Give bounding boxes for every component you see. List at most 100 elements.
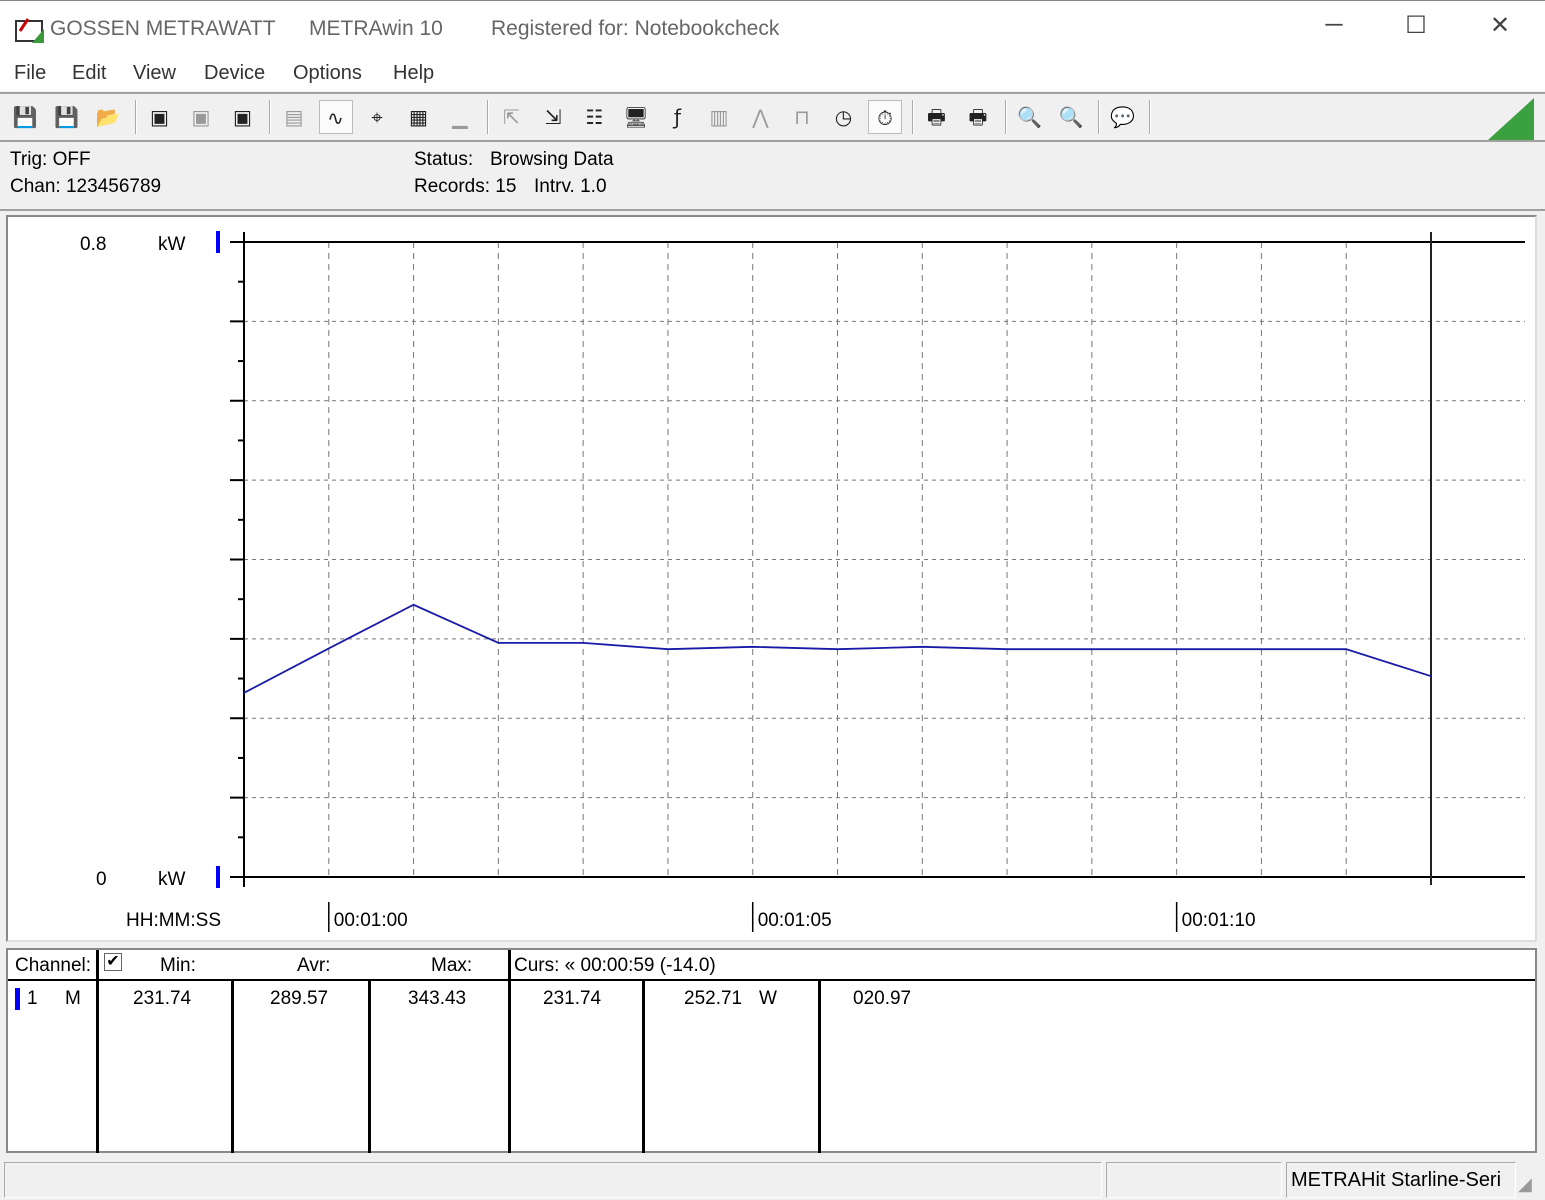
cursor-diff-value: 020.97 (853, 988, 912, 1009)
power-chart[interactable]: 0.8 kW 0 kW HH:MM:SS 00:01:00 00:01:05 00:01:10 (8, 217, 1535, 940)
monitor-button[interactable]: 🖥 (619, 100, 653, 134)
x-tick-label: 00:01:00 (334, 910, 408, 931)
cursor2-value: 252.71 (684, 988, 743, 1009)
monitor-icon: 🖥 (623, 105, 649, 129)
data-point (1006, 648, 1008, 650)
data-point (582, 642, 584, 644)
records-count: Records: 15 (414, 176, 517, 197)
max-value: 343.43 (408, 988, 467, 1009)
signal-indicator-icon (1488, 98, 1534, 140)
histogram-button[interactable]: ▁ (443, 100, 477, 134)
function-button[interactable]: ƒ (661, 100, 695, 134)
chart-panel[interactable]: 0.8 kW 0 kW HH:MM:SS 00:01:00 00:01:05 00:01:10 (6, 215, 1537, 942)
avr-value: 289.57 (270, 988, 329, 1009)
app-title: METRAwin 10 (309, 17, 443, 40)
device-readout-stop-button[interactable]: ▣ (184, 100, 218, 134)
toolbar-separator (1149, 100, 1151, 134)
channel-settings-button[interactable]: ☷ (578, 100, 612, 134)
measurement-table: Channel: ✔ Min: Avr: Max: Curs: « 00:00:… (6, 948, 1537, 1153)
export-button[interactable]: ⇱ (495, 100, 529, 134)
trigger-status: Trig: OFF (10, 149, 91, 170)
data-point (667, 648, 669, 650)
zoom-waveform-icon: 🔍 (1017, 105, 1042, 129)
crosshair-icon: ⌖ (371, 105, 383, 129)
print-chart-icon: 🖶 (927, 105, 946, 129)
minimize-button[interactable]: ─ (1325, 11, 1343, 38)
channel-color-marker (15, 988, 20, 1010)
channel-header: Channel: (15, 955, 92, 976)
print-chart-button[interactable]: 🖶 (920, 100, 954, 134)
menu-options[interactable]: Options (293, 62, 362, 84)
x-tick-label: 00:01:10 (1182, 910, 1256, 931)
trigger-icon: ⋀ (752, 105, 769, 129)
max-header: Max: (431, 955, 473, 976)
print-button[interactable]: 🖶 (961, 100, 995, 134)
data-point (1175, 648, 1178, 650)
cursor-header: Curs: « 00:00:59 (-14.0) (514, 955, 716, 976)
y-unit-label-top: kW (158, 234, 186, 255)
menu-bar: File Edit View Device Options Help (0, 55, 1545, 91)
status-bar: METRAHit Starline-Seri ◢ (0, 1162, 1545, 1200)
device-settings-button[interactable]: ▥ (702, 100, 736, 134)
device-memory-button[interactable]: ▣ (226, 100, 260, 134)
app-logo-icon (15, 18, 44, 43)
data-point (412, 603, 415, 606)
menu-edit[interactable]: Edit (72, 62, 107, 84)
y-tick-label-min: 0 (96, 869, 107, 890)
data-point (1430, 675, 1432, 677)
table-view-icon: ▦ (409, 105, 428, 129)
close-button[interactable]: ✕ (1489, 12, 1511, 39)
data-point (243, 692, 245, 694)
channel-checkbox[interactable]: ✔ (104, 953, 122, 971)
trigger-button[interactable]: ⋀ (744, 100, 778, 134)
export-icon: ⇱ (503, 105, 520, 129)
data-point (1091, 648, 1093, 650)
function-icon: ƒ (673, 105, 682, 129)
table-view-button[interactable]: ▦ (402, 100, 436, 134)
timer-button[interactable]: ◷ (827, 100, 861, 134)
timer-icon: ◷ (834, 105, 853, 129)
data-point (497, 642, 500, 644)
y-unit-label-bottom: kW (158, 869, 186, 890)
menu-help[interactable]: Help (393, 62, 435, 84)
toolbar-separator (1097, 100, 1100, 134)
import-button[interactable]: ⇲ (536, 100, 570, 134)
status-value: Browsing Data (490, 149, 614, 170)
device-readout-icon: ▣ (150, 105, 169, 129)
info-panel: Trig: OFF Chan: 123456789 Status: Browsi… (0, 143, 1545, 211)
crosshair-button[interactable]: ⌖ (360, 100, 394, 134)
min-header: Min: (160, 955, 196, 976)
data-point (751, 646, 754, 648)
device-memory-icon: ▣ (233, 105, 252, 129)
zoom-waveform-button[interactable]: 🔍 (1013, 100, 1047, 134)
comment-button[interactable]: 💬 (1106, 100, 1140, 134)
data-point (1345, 648, 1348, 650)
menu-device[interactable]: Device (204, 62, 266, 84)
resize-grip-icon[interactable]: ◢ (1518, 1174, 1532, 1194)
sampling-button[interactable]: ⊓ (785, 100, 819, 134)
menu-view[interactable]: View (133, 62, 176, 84)
status-label: Status: (414, 149, 474, 170)
device-status: METRAHit Starline-Seri (1286, 1162, 1516, 1198)
open-folder-button[interactable]: 📂 (91, 100, 125, 134)
waveform-view-button[interactable]: ∿ (318, 100, 353, 134)
data-point (327, 647, 330, 650)
maximize-button[interactable]: ☐ (1405, 12, 1427, 39)
waveform-view-icon: ∿ (327, 106, 344, 130)
brand-title: GOSSEN METRAWATT (50, 17, 276, 40)
open-folder-icon: 📂 (95, 105, 121, 129)
channel-mode: M (65, 988, 81, 1009)
cursor1-value: 231.74 (543, 988, 602, 1009)
save-export-button[interactable]: 💾 (8, 100, 42, 134)
channel-scale-marker-top (216, 231, 220, 253)
stopwatch-icon: ⏱ (877, 106, 893, 130)
stopwatch-button[interactable]: ⏱ (868, 100, 902, 134)
menu-file[interactable]: File (14, 62, 47, 84)
save-import-button[interactable]: 💾 (50, 100, 84, 134)
device-readout-stop-icon: ▣ (191, 105, 211, 129)
zoom-peak-button[interactable]: 🔍 (1054, 100, 1088, 134)
numeric-display-button[interactable]: ▤ (277, 100, 311, 134)
comment-icon: 💬 (1110, 105, 1135, 129)
device-readout-button[interactable]: ▣ (143, 100, 177, 134)
data-point (836, 648, 839, 650)
